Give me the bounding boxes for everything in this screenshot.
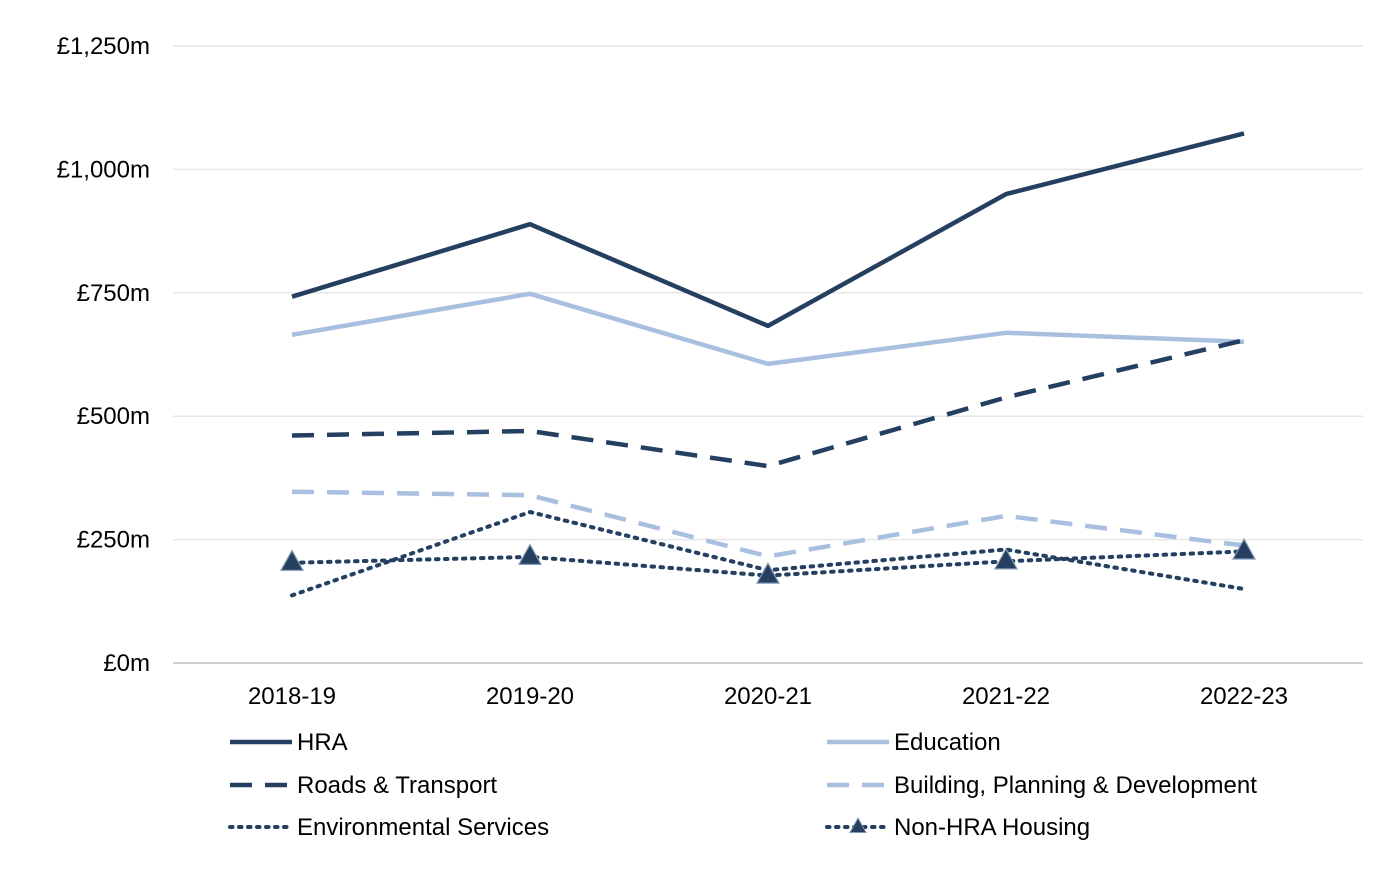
- legend-label: HRA: [297, 729, 348, 756]
- x-tick-label: 2019-20: [486, 683, 574, 710]
- gridlines: [173, 45, 1363, 541]
- legend-label: Non-HRA Housing: [894, 814, 1090, 841]
- point-non-hra-housing: [993, 547, 1019, 570]
- series-line-roads-transport: [291, 338, 1245, 469]
- legend-item-building-planning-development: Building, Planning & Development: [827, 772, 1257, 799]
- y-tick-label: £0m: [103, 650, 150, 677]
- y-tick-label: £500m: [77, 403, 150, 430]
- point-non-hra-housing: [279, 549, 305, 571]
- legend-label: Environmental Services: [297, 814, 549, 841]
- y-tick-label: £250m: [77, 527, 150, 554]
- legend-item-roads-transport: Roads & Transport: [230, 772, 497, 799]
- legend: HRA Education Roads & Transport Building, P…: [228, 729, 1257, 841]
- legend-marker: [849, 817, 867, 833]
- legend-label: Roads & Transport: [297, 772, 497, 799]
- series-group: [279, 131, 1257, 598]
- point-non-hra-housing: [755, 562, 781, 584]
- x-tick-label: 2022-23: [1200, 683, 1288, 710]
- y-tick-label: £750m: [77, 280, 150, 307]
- legend-label: Education: [894, 729, 1001, 756]
- y-tick-label: £1,000m: [57, 156, 150, 183]
- x-tick-label: 2018-19: [248, 683, 336, 710]
- x-tick-label: 2021-22: [962, 683, 1050, 710]
- x-tick-label: 2020-21: [724, 683, 812, 710]
- legend-label: Building, Planning & Development: [894, 772, 1257, 799]
- legend-item-education: Education: [827, 729, 1001, 756]
- point-non-hra-housing: [517, 543, 543, 566]
- y-tick-label: £1,250m: [57, 33, 150, 60]
- series-line-hra: [291, 131, 1245, 329]
- legend-item-hra: HRA: [230, 729, 348, 756]
- series-line-education: [291, 291, 1245, 367]
- legend-item-environmental-services: Environmental Services: [228, 814, 549, 841]
- axes: £0m £250m £500m £750m £1,000m £1,250m 2018-19 2…: [57, 33, 1363, 710]
- point-non-hra-housing: [1231, 537, 1257, 560]
- legend-item-non-hra-housing: Non-HRA Housing: [825, 814, 1090, 841]
- series-line-building-planning-development: [291, 489, 1245, 559]
